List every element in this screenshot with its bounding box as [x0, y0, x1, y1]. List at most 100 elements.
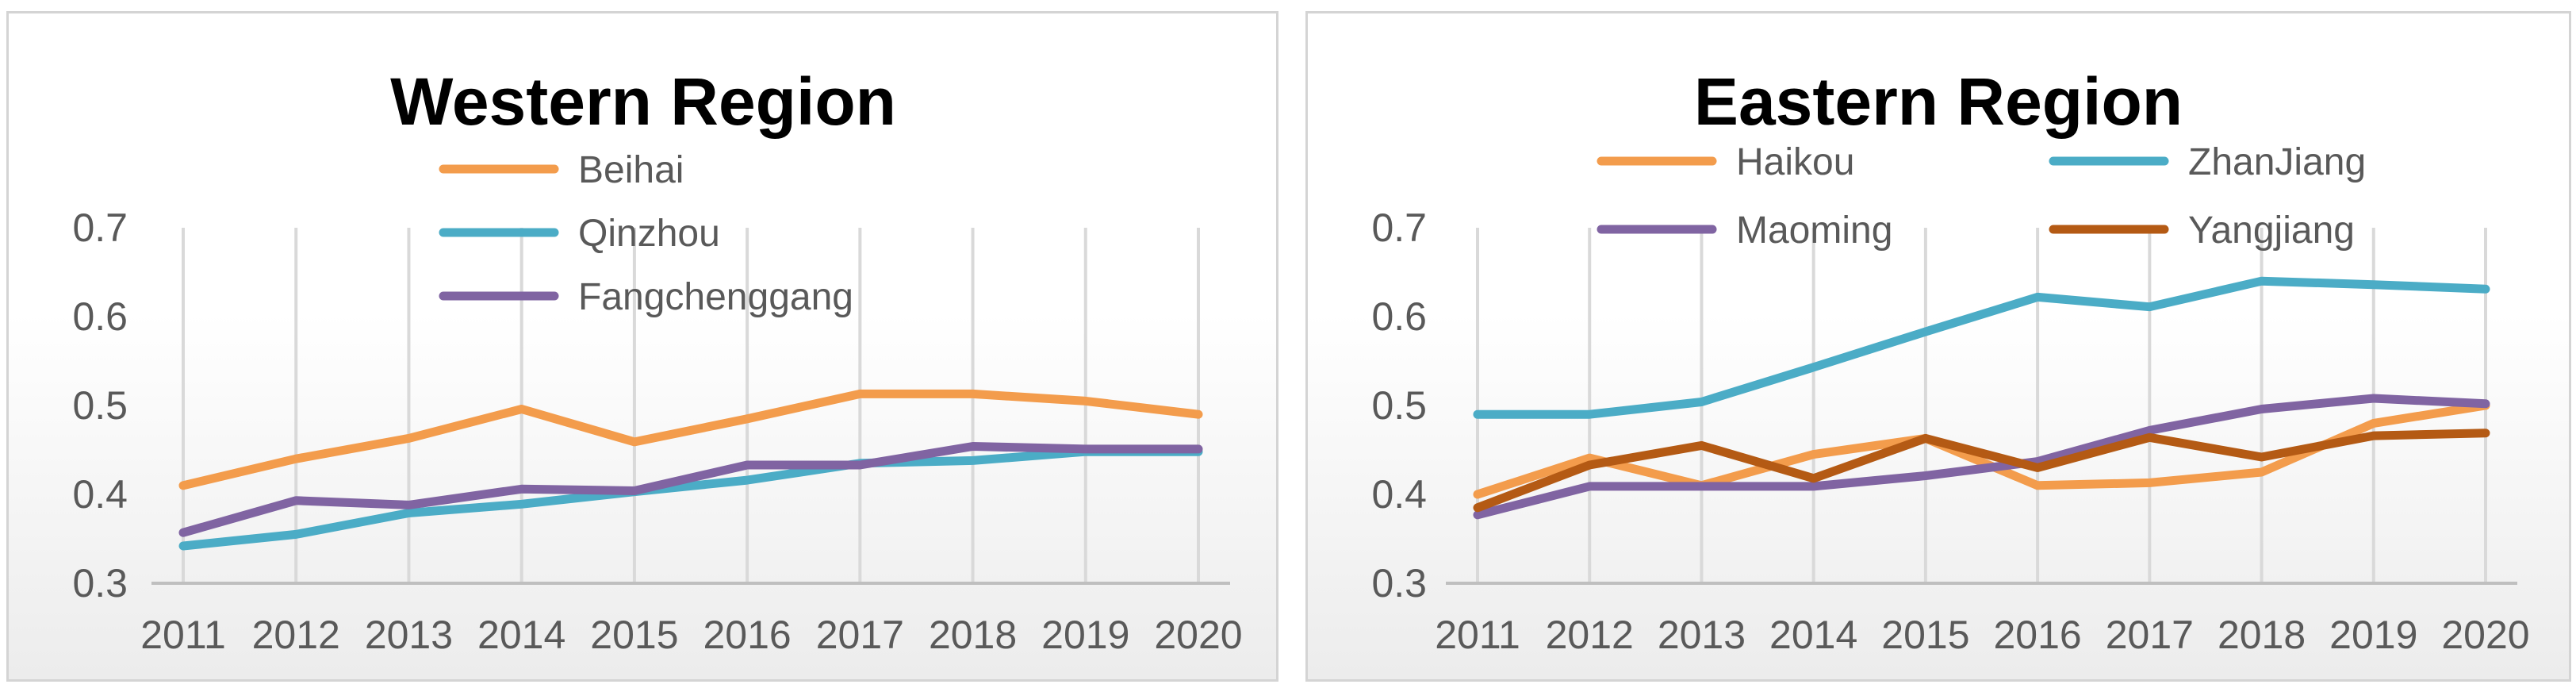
- legend-label-qinzhou: Qinzhou: [578, 213, 720, 255]
- data-point-qinzhou: [182, 545, 184, 547]
- data-point-beihai: [859, 393, 861, 394]
- data-point-fangchenggang: [408, 504, 409, 505]
- x-tick-label: 2020: [2441, 613, 2529, 657]
- data-point-zhanjiang: [2485, 288, 2486, 290]
- data-point-fangchenggang: [859, 464, 861, 466]
- data-point-qinzhou: [295, 533, 297, 535]
- data-point-beihai: [1198, 413, 1199, 415]
- data-point-fangchenggang: [634, 490, 635, 492]
- data-point-haikou: [1589, 457, 1590, 459]
- data-point-yangjiang: [1813, 478, 1815, 479]
- western-region-chart: Western Region 0.7 0.6 0.5 0.4 0.3 2011 2012 201…: [72, 64, 1242, 657]
- data-point-maoming: [1813, 486, 1815, 487]
- data-point-maoming: [2149, 429, 2150, 431]
- data-point-zhanjiang: [1813, 367, 1815, 368]
- y-tick-label: 0.6: [72, 294, 128, 339]
- data-point-haikou: [2037, 485, 2038, 486]
- x-tick-label: 2014: [477, 613, 565, 657]
- data-point-beihai: [182, 485, 184, 486]
- x-tick-label: 2018: [929, 613, 1017, 657]
- x-tick-label: 2019: [2329, 613, 2417, 657]
- legend-label-maoming: Maoming: [1736, 209, 1892, 252]
- data-point-maoming: [2261, 408, 2263, 409]
- data-point-fangchenggang: [295, 500, 297, 502]
- data-point-beihai: [295, 458, 297, 459]
- x-tick-label: 2020: [1154, 613, 1242, 657]
- data-point-yangjiang: [1925, 437, 1926, 439]
- data-point-yangjiang: [1700, 444, 1702, 446]
- data-point-beihai: [634, 441, 635, 443]
- x-tick-label: 2017: [816, 613, 904, 657]
- data-point-maoming: [2373, 398, 2375, 399]
- data-point-beihai: [972, 393, 974, 394]
- y-tick-label: 0.3: [72, 561, 128, 605]
- series-line-fangchenggang: [178, 442, 1203, 537]
- data-point-yangjiang: [2261, 456, 2263, 458]
- data-point-fangchenggang: [1085, 448, 1087, 450]
- data-point-haikou: [2149, 482, 2150, 483]
- y-tick-label: 0.5: [72, 383, 128, 428]
- data-point-haikou: [2261, 471, 2263, 473]
- x-tick-label: 2016: [703, 613, 791, 657]
- data-point-qinzhou: [746, 479, 748, 481]
- x-tick-label: 2018: [2218, 613, 2306, 657]
- data-point-beihai: [521, 408, 523, 409]
- x-tick-label: 2019: [1041, 613, 1129, 657]
- series-line-beihai: [178, 389, 1203, 490]
- data-point-zhanjiang: [2149, 306, 2150, 308]
- data-point-yangjiang: [1477, 507, 1478, 509]
- x-tick-label: 2012: [252, 613, 340, 657]
- legend-label-zhanjiang: ZhanJiang: [2188, 141, 2366, 183]
- data-point-fangchenggang: [972, 446, 974, 448]
- data-point-yangjiang: [2485, 432, 2486, 434]
- data-point-zhanjiang: [1477, 413, 1478, 415]
- x-tick-label: 2017: [2106, 613, 2194, 657]
- data-point-beihai: [408, 437, 409, 439]
- data-point-zhanjiang: [2373, 284, 2375, 286]
- data-point-zhanjiang: [1925, 331, 1926, 332]
- data-point-fangchenggang: [182, 532, 184, 533]
- data-point-zhanjiang: [2037, 296, 2038, 298]
- data-point-qinzhou: [521, 503, 523, 505]
- data-point-maoming: [1477, 514, 1478, 516]
- x-tick-label: 2015: [590, 613, 678, 657]
- eastern-region-chart-panel: Eastern Region 0.7 0.6 0.5 0.4 0.3 2011 2012 201…: [1305, 11, 2571, 682]
- western-region-chart-panel: Western Region 0.7 0.6 0.5 0.4 0.3 2011 2012 201…: [6, 11, 1278, 682]
- data-point-yangjiang: [2149, 436, 2150, 438]
- data-point-zhanjiang: [1589, 413, 1590, 415]
- data-point-haikou: [2373, 422, 2375, 424]
- y-tick-label: 0.5: [1371, 383, 1427, 428]
- data-point-haikou: [1477, 494, 1478, 495]
- data-point-beihai: [1085, 400, 1087, 402]
- data-point-zhanjiang: [2261, 280, 2263, 282]
- data-point-maoming: [2485, 403, 2486, 405]
- y-tick-label: 0.3: [1371, 561, 1427, 605]
- y-tick-label: 0.4: [72, 472, 128, 517]
- legend-label-fangchenggang: Fangchenggang: [578, 276, 853, 318]
- x-tick-label: 2013: [1658, 613, 1746, 657]
- data-point-qinzhou: [972, 459, 974, 461]
- data-point-fangchenggang: [1198, 448, 1199, 450]
- data-point-maoming: [2037, 461, 2038, 463]
- data-point-yangjiang: [2373, 435, 2375, 436]
- data-point-qinzhou: [408, 513, 409, 514]
- series-line-maoming: [1473, 394, 2490, 520]
- y-tick-label: 0.7: [72, 206, 128, 250]
- x-tick-label: 2013: [365, 613, 453, 657]
- x-tick-label: 2011: [1435, 613, 1520, 657]
- data-point-yangjiang: [1589, 464, 1590, 466]
- y-tick-label: 0.6: [1371, 294, 1427, 339]
- x-tick-label: 2011: [140, 613, 226, 657]
- data-point-haikou: [1813, 454, 1815, 455]
- x-tick-label: 2012: [1546, 613, 1634, 657]
- legend-label-yangjiang: Yangjiang: [2188, 209, 2355, 252]
- data-point-zhanjiang: [1700, 402, 1702, 403]
- series-line-zhanjiang: [1473, 276, 2490, 419]
- chart-title: Western Region: [390, 64, 896, 139]
- chart-title: Eastern Region: [1694, 64, 2183, 139]
- data-point-maoming: [1589, 486, 1590, 487]
- data-point-fangchenggang: [746, 464, 748, 466]
- series-line-yangjiang: [1473, 429, 2490, 513]
- legend-label-haikou: Haikou: [1736, 141, 1854, 183]
